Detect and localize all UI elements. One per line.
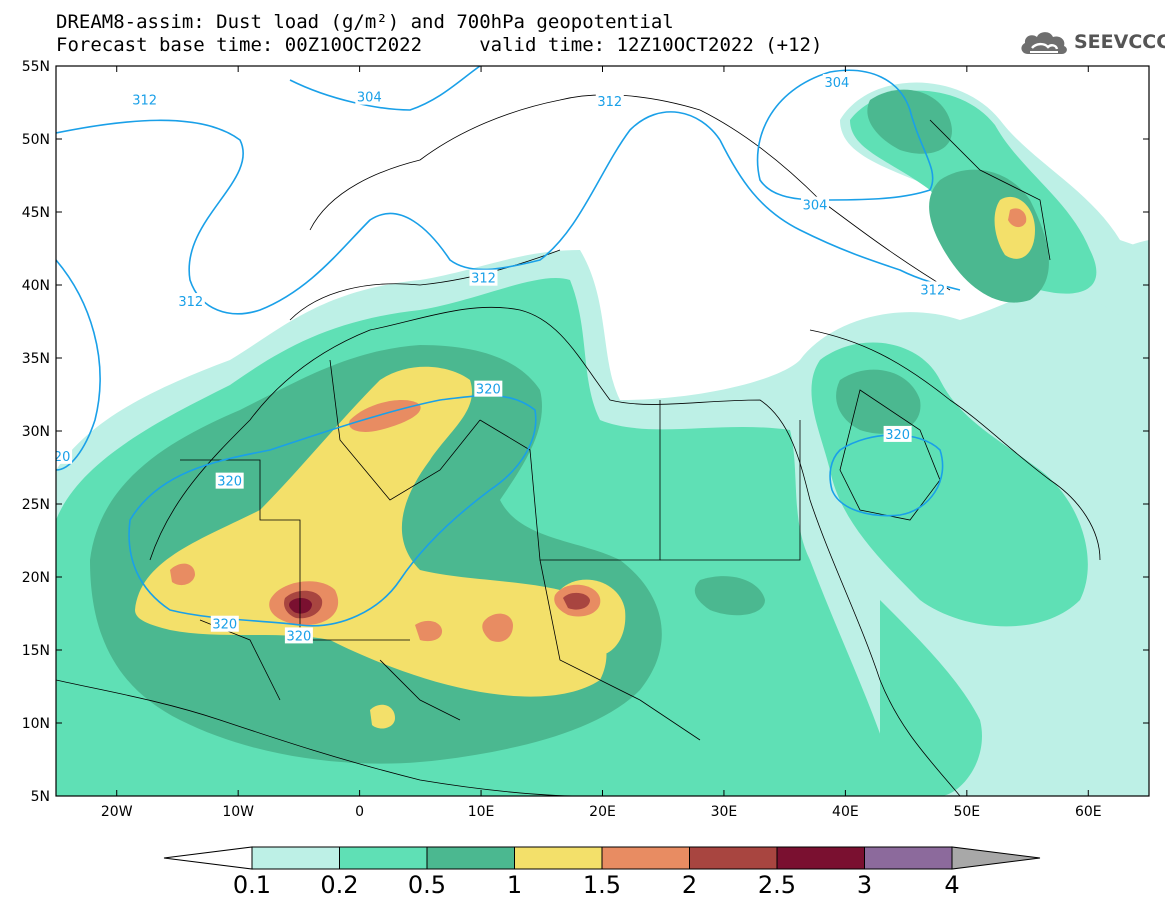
forecast-time-subtitle: Forecast base time: 00Z10OCT2022 valid t… [56,34,823,56]
colorbar-swatch [864,846,953,870]
colorbar-level-label: 4 [944,871,959,899]
seevccc-logo: SEEVCCC [1018,28,1165,60]
lon-tick-label: 50E [953,804,980,820]
contour-label-background [883,425,912,442]
lon-tick-label: 20W [101,804,133,820]
lat-tick-label: 45N [22,205,50,221]
colorbar-level-label: 0.2 [320,871,358,899]
lat-tick-label: 50N [22,132,50,148]
contour-label-background [215,472,244,489]
colorbar-under-arrow [163,846,253,870]
map-title: DREAM8-assim: Dust load (g/m²) and 700hP… [56,11,674,33]
contour-label: 312 [597,95,622,110]
colorbar-level-label: 3 [857,871,872,899]
lat-tick-label: 30N [22,424,50,440]
lat-tick-label: 20N [22,570,50,586]
colorbar-level-label: 2.5 [758,871,796,899]
colorbar-over-arrow [951,846,1041,870]
contour-label: 320 [885,428,910,443]
lat-tick-label: 10N [22,716,50,732]
colorbar-swatch [339,846,428,870]
contour-label-background [210,615,239,632]
lon-tick-label: 30E [711,804,738,820]
coastlines-and-borders [56,94,1101,796]
contour-label-background [355,88,384,105]
lon-tick-label: 10E [468,804,495,820]
colorbar-swatch [426,846,515,870]
colorbar-swatch [776,846,865,870]
lat-tick-label: 15N [22,643,50,659]
cloud-icon [1021,32,1067,54]
longitude-axis: 20W 10W 0 10E 20E 30E 40E 50E 60E [101,66,1102,820]
contour-label-background [130,91,159,108]
contour-label: 20 [54,450,71,465]
lat-tick-label: 25N [22,497,50,513]
dust-colorbar: 0.1 0.2 0.5 1 1.5 2 2.5 3 4 [163,846,1041,899]
dust-level-1 [135,196,1035,729]
colorbar-level-label: 1.5 [583,871,621,899]
contour-label-background [801,196,830,213]
lon-tick-label: 10W [222,804,254,820]
lat-tick-label: 55N [22,59,50,75]
contour-label: 304 [824,76,849,91]
contour-label: 320 [212,618,237,633]
latitude-axis: 55N 50N 45N 40N 35N 30N 25N 20N 15N 10N 5N [22,59,1149,805]
contour-label-background [56,447,73,464]
colorbar-swatch [514,846,603,870]
lon-tick-label: 0 [355,804,364,820]
contour-label: 304 [357,91,382,106]
colorbar-level-label: 2 [682,871,697,899]
colorbar-level-label: 1 [507,871,522,899]
contour-label-background [469,269,498,286]
lon-tick-label: 60E [1075,804,1102,820]
lat-tick-label: 40N [22,278,50,294]
lon-tick-label: 40E [832,804,859,820]
contour-label-background [176,293,205,310]
colorbar-swatch [689,846,778,870]
colorbar-level-label: 0.1 [233,871,271,899]
contour-label: 320 [476,383,501,398]
contour-label-background [918,281,947,298]
contour-label-background [284,627,313,644]
lon-tick-label: 20E [589,804,616,820]
lat-tick-label: 35N [22,351,50,367]
colorbar-swatch [601,846,690,870]
dust-level-2-5 [289,598,312,614]
contour-label-background [595,93,624,110]
contour-label: 304 [803,199,828,214]
contour-label-background [822,74,851,91]
lat-tick-label: 5N [31,789,50,805]
contour-labels: 312 304 312 304 304 312 312 312 20 320 320 320 320 32… [54,74,947,644]
logo-text: SEEVCCC [1074,31,1165,53]
contour-label: 312 [178,295,203,310]
contour-label: 312 [920,283,945,298]
dust-load-field: 312 304 312 304 304 312 312 312 20 320 320 320 320 32… [54,66,1149,796]
colorbar-swatch [251,846,340,870]
colorbar-level-label: 0.5 [408,871,446,899]
contour-label-background [474,380,503,397]
contour-label: 312 [471,272,496,287]
contour-label: 320 [217,475,242,490]
contour-label: 312 [132,94,157,109]
contour-label: 320 [286,629,311,644]
